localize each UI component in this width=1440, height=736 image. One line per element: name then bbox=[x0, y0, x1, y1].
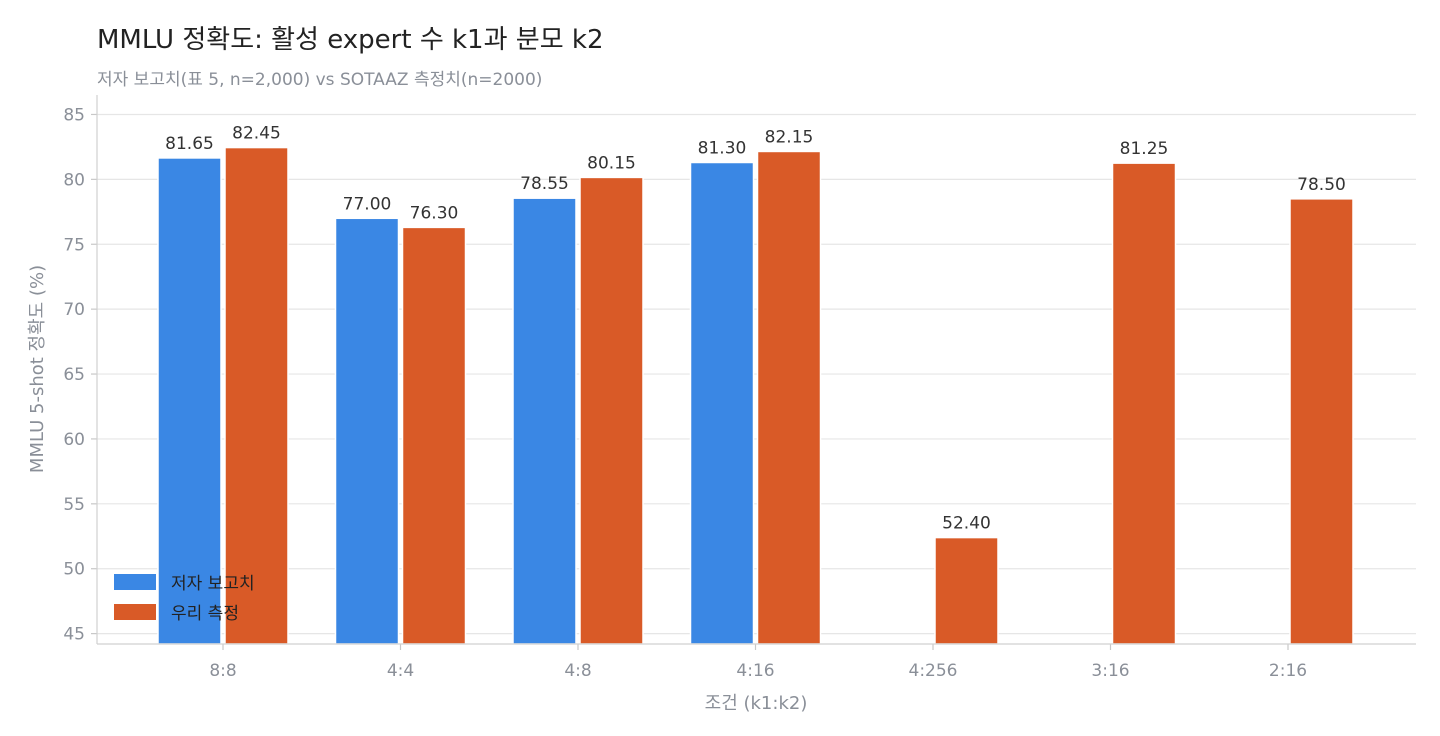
data-labels: 81.65 82.45 77.00 76.30 78.55 80.15 81.30 82.15… bbox=[165, 124, 1346, 534]
bar bbox=[401, 226, 467, 645]
bar bbox=[334, 217, 400, 645]
y-axis-label: MMLU 5-shot 정확도 (%) bbox=[27, 265, 48, 473]
data-label: 82.15 bbox=[765, 127, 814, 147]
bar bbox=[934, 536, 999, 645]
x-tick-label: 3:16 bbox=[1091, 661, 1129, 681]
y-tick-label: 60 bbox=[63, 430, 85, 450]
data-label: 82.45 bbox=[232, 124, 281, 144]
legend-label: 우리 측정 bbox=[171, 604, 239, 624]
data-label: 80.15 bbox=[587, 153, 636, 173]
y-tick-label: 75 bbox=[63, 235, 85, 255]
bar bbox=[579, 176, 644, 645]
y-tick-label: 85 bbox=[63, 105, 85, 125]
bar bbox=[512, 197, 577, 645]
y-axis-ticks: 45 50 55 60 65 70 75 80 85 bbox=[63, 105, 97, 645]
data-label: 81.30 bbox=[698, 138, 747, 158]
bar bbox=[756, 150, 822, 645]
y-tick-label: 55 bbox=[63, 495, 85, 515]
bars bbox=[157, 146, 1354, 645]
y-tick-label: 80 bbox=[63, 170, 85, 190]
data-label: 77.00 bbox=[343, 194, 392, 214]
data-label: 78.50 bbox=[1297, 175, 1346, 195]
x-tick-label: 4:8 bbox=[564, 661, 591, 681]
bar bbox=[1289, 198, 1354, 645]
bar bbox=[689, 161, 755, 645]
x-tick-label: 4:4 bbox=[387, 661, 414, 681]
x-axis-ticks: 8:8 4:4 4:8 4:16 4:256 3:16 2:16 bbox=[209, 644, 1307, 681]
x-tick-label: 8:8 bbox=[209, 661, 236, 681]
legend-swatch bbox=[114, 574, 156, 590]
x-tick-label: 4:16 bbox=[736, 661, 774, 681]
data-label: 78.55 bbox=[520, 174, 569, 194]
data-label: 81.25 bbox=[1120, 139, 1169, 159]
legend-swatch bbox=[114, 604, 156, 620]
y-tick-label: 65 bbox=[63, 365, 85, 385]
y-tick-label: 50 bbox=[63, 560, 85, 580]
data-label: 52.40 bbox=[942, 514, 991, 534]
y-tick-label: 70 bbox=[63, 300, 85, 320]
bar bbox=[224, 146, 289, 645]
bar bbox=[157, 157, 222, 645]
x-tick-label: 2:16 bbox=[1269, 661, 1307, 681]
x-axis-label: 조건 (k1:k2) bbox=[705, 693, 808, 714]
bar bbox=[1111, 162, 1177, 645]
legend-label: 저자 보고치 bbox=[171, 574, 255, 594]
y-tick-label: 45 bbox=[63, 625, 85, 645]
gridlines bbox=[97, 113, 1416, 635]
chart-subtitle: 저자 보고치(표 5, n=2,000) vs SOTAAZ 측정치(n=200… bbox=[97, 70, 542, 90]
x-tick-label: 4:256 bbox=[909, 661, 958, 681]
chart-title: MMLU 정확도: 활성 expert 수 k1과 분모 k2 bbox=[97, 25, 604, 55]
data-label: 81.65 bbox=[165, 134, 214, 154]
data-label: 76.30 bbox=[410, 203, 459, 223]
